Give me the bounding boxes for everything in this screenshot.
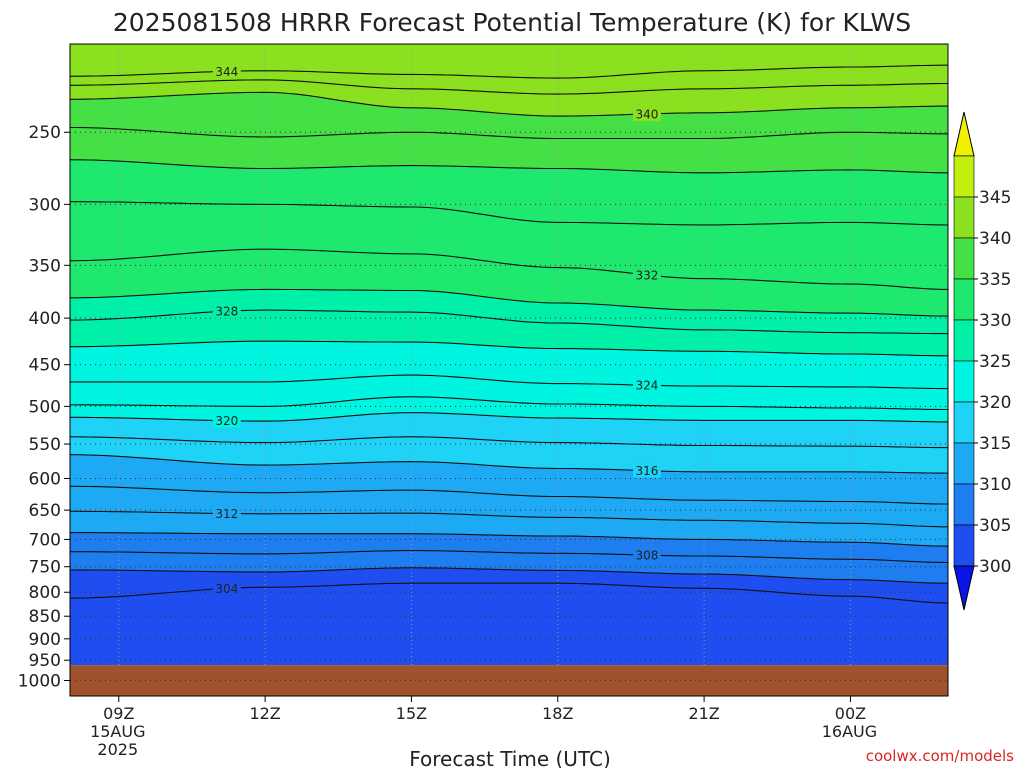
y-tick-label-350: 350 <box>29 256 61 276</box>
contour-label-308: 308 <box>636 549 659 563</box>
contour-label-bg-320 <box>212 413 241 428</box>
colorbar-band-5 <box>953 360 975 403</box>
x-tick-label-00Z: 00Z <box>835 704 866 723</box>
colorbar-band-2 <box>953 237 975 280</box>
grid-lines <box>70 44 948 696</box>
contour-label-bg-332 <box>632 267 661 282</box>
x-tick-label-18Z: 18Z <box>542 704 573 723</box>
contour-label-332: 332 <box>636 268 659 282</box>
x-tick-label-15Z: 15Z <box>396 704 427 723</box>
y-tick-label-500: 500 <box>29 397 61 417</box>
colorbar-top-arrow <box>953 111 975 157</box>
colorbar-band-9 <box>953 524 975 567</box>
x-tick-date-16AUG: 16AUG <box>822 722 877 741</box>
x-tick-label-12Z: 12Z <box>249 704 280 723</box>
contour-label-bg-304 <box>212 581 241 596</box>
plot-frame <box>69 43 949 697</box>
credit-text: coolwx.com/models <box>866 747 1014 765</box>
colorbar-bottom-arrow <box>953 565 975 611</box>
ground-below-surface <box>70 665 948 696</box>
y-tick-label-600: 600 <box>29 469 61 489</box>
contour-line-336 <box>69 159 948 174</box>
x-tick-label-21Z: 21Z <box>688 704 719 723</box>
colorbar-label-320: 320 <box>979 393 1011 413</box>
x-tick-year-2025: 2025 <box>97 740 138 759</box>
colorbar-band-3 <box>953 278 975 321</box>
y-tick-label-650: 650 <box>29 501 61 521</box>
colorbar-band-6 <box>953 401 975 444</box>
y-tick-label-250: 250 <box>29 123 61 143</box>
colorbar-band-4 <box>953 319 975 362</box>
colorbar-label-345: 345 <box>979 188 1011 208</box>
ground-fill <box>70 665 948 696</box>
contour-label-bg-316 <box>632 463 661 478</box>
contour-line-326 <box>70 340 948 357</box>
contour-label-bg-328 <box>212 304 241 319</box>
x-axis-label: Forecast Time (UTC) <box>409 747 611 768</box>
contour-label-bg-308 <box>632 548 661 563</box>
contour-label-324: 324 <box>636 379 659 393</box>
y-tick-label-450: 450 <box>29 356 61 376</box>
contour-line-330 <box>70 288 948 317</box>
contour-lines: 344 340 332 328 324 320 316 312 308 304 <box>69 64 949 604</box>
contour-line-310 <box>70 532 949 547</box>
colorbar-label-325: 325 <box>979 352 1011 372</box>
fill-band-344 <box>70 44 948 79</box>
y-axis-ticks: 250 300 350 400 450 500 550 600 650 700 750 800 850 9… <box>18 123 70 691</box>
colorbar-label-335: 335 <box>979 270 1011 290</box>
colorbar-label-340: 340 <box>979 229 1011 249</box>
y-tick-label-400: 400 <box>29 309 61 329</box>
contour-line-322 <box>70 396 948 411</box>
y-tick-label-950: 950 <box>29 651 61 671</box>
y-tick-label-1000: 1000 <box>18 671 61 691</box>
y-tick-label-700: 700 <box>29 530 61 550</box>
y-tick-label-900: 900 <box>29 630 61 650</box>
contour-line-332 <box>69 248 948 290</box>
contour-line-306 <box>70 567 948 584</box>
contour-line-314 <box>70 485 948 505</box>
chart-title: 2025081508 HRRR Forecast Potential Tempe… <box>113 8 911 37</box>
x-tick-label-09Z: 09Z <box>103 704 134 723</box>
colorbar: 300 305 310 315 320 325 330 335 340 345 <box>953 111 1011 611</box>
contour-label-320: 320 <box>215 414 238 428</box>
contour-label-344: 344 <box>215 65 238 79</box>
contour-line-338 <box>70 126 948 140</box>
contour-line-334 <box>70 201 948 226</box>
colorbar-label-330: 330 <box>979 311 1011 331</box>
colorbar-label-310: 310 <box>979 475 1011 495</box>
contour-line-324 <box>70 374 948 390</box>
contour-label-340: 340 <box>636 107 659 121</box>
x-tick-date-15AUG: 15AUG <box>90 722 145 741</box>
contour-line-316 <box>70 454 949 474</box>
colorbar-band-1 <box>953 196 975 239</box>
y-tick-label-800: 800 <box>29 583 61 603</box>
colorbar-label-305: 305 <box>979 516 1011 536</box>
contour-label-bg-312 <box>212 506 241 521</box>
y-tick-label-750: 750 <box>29 558 61 578</box>
y-tick-label-550: 550 <box>29 435 61 455</box>
y-tick-label-300: 300 <box>29 195 61 215</box>
contour-line-318 <box>70 436 948 449</box>
contour-line-340 <box>70 91 948 117</box>
contour-line-342 <box>70 79 948 95</box>
colorbar-band-7 <box>953 442 975 485</box>
colorbar-label-300: 300 <box>979 557 1011 577</box>
colorbar-band-0 <box>953 155 975 198</box>
contour-label-316: 316 <box>636 464 659 478</box>
contour-label-bg-324 <box>632 378 661 393</box>
contour-label-312: 312 <box>215 507 238 521</box>
contour-label-bg-340 <box>632 106 661 121</box>
contour-line-308 <box>70 550 949 564</box>
colorbar-label-315: 315 <box>979 434 1011 454</box>
contour-label-bg-344 <box>212 64 241 79</box>
colorbar-band-8 <box>953 483 975 526</box>
contour-label-304: 304 <box>215 582 238 596</box>
contour-label-328: 328 <box>215 305 238 319</box>
y-tick-label-850: 850 <box>29 607 61 627</box>
